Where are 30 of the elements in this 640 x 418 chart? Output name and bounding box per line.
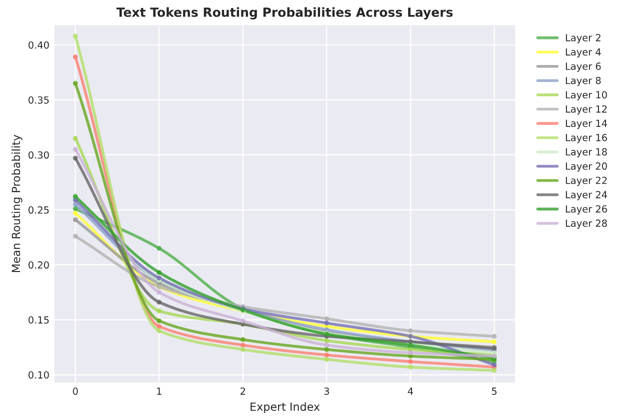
x-tick-label: 3 xyxy=(324,388,330,395)
y-axis-title: Mean Routing Probability xyxy=(12,134,22,272)
y-tick-label: 0.35 xyxy=(28,96,49,104)
legend-label: Layer 10 xyxy=(566,91,607,100)
x-tick-label: 4 xyxy=(408,388,414,395)
legend-label: Layer 22 xyxy=(566,176,607,186)
x-axis-title: Expert Index xyxy=(250,402,320,414)
legend-label: Layer 14 xyxy=(566,120,608,129)
legend-label: Layer 28 xyxy=(566,220,607,229)
y-tick-label: 0.15 xyxy=(28,316,49,324)
legend-label: Layer 26 xyxy=(566,205,607,214)
x-tick-label: 1 xyxy=(157,388,162,395)
y-tick-label: 0.10 xyxy=(28,371,49,379)
y-tick-label: 0.25 xyxy=(28,206,49,214)
legend-label: Layer 2 xyxy=(566,34,600,44)
chart-title: Text Tokens Routing Probabilities Across Layers xyxy=(116,7,453,20)
legend-label: Layer 16 xyxy=(566,134,607,144)
legend-label: Layer 12 xyxy=(566,105,607,115)
legend-label: Layer 8 xyxy=(566,76,601,86)
legend-label: Layer 4 xyxy=(566,48,601,58)
y-tick-label: 0.20 xyxy=(28,261,49,269)
legend-label: Layer 18 xyxy=(566,148,607,158)
legend-label: Layer 20 xyxy=(566,162,607,172)
x-tick-label: 2 xyxy=(240,388,246,395)
x-tick-label: 0 xyxy=(72,388,78,395)
legend-label: Layer 24 xyxy=(566,190,608,200)
y-tick-label: 0.30 xyxy=(28,151,49,159)
y-tick-label: 0.40 xyxy=(28,41,49,49)
x-tick-label: 5 xyxy=(492,388,496,395)
legend-label: Layer 6 xyxy=(566,62,601,72)
